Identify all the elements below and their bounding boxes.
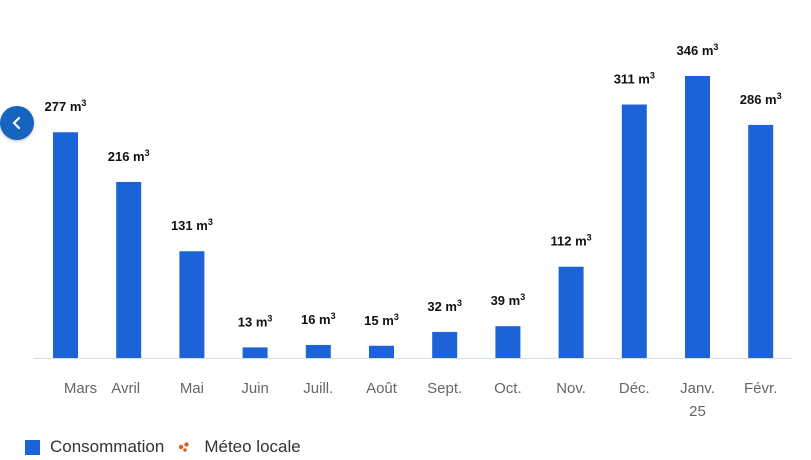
- bar-value-label: 15 m3: [364, 312, 399, 328]
- bar[interactable]: [305, 344, 331, 358]
- legend-label-weather: Méteo locale: [204, 437, 301, 456]
- x-tick-label: Déc.: [619, 380, 650, 397]
- x-tick-label: Mars: [64, 380, 97, 397]
- unit-superscript: 3: [208, 217, 213, 227]
- x-tick-label: Juill.: [303, 380, 333, 397]
- x-tick-label: Oct.: [494, 380, 522, 397]
- weather-dots-icon: [179, 442, 190, 452]
- unit-superscript: 3: [587, 233, 592, 243]
- chevron-left-icon: [12, 116, 21, 130]
- bar-value-label: 216 m3: [108, 148, 150, 164]
- bar[interactable]: [242, 347, 268, 358]
- bar-value-label: 131 m3: [171, 217, 213, 233]
- bar[interactable]: [432, 331, 458, 358]
- bar-value-label: 112 m3: [551, 233, 592, 249]
- unit-superscript: 3: [457, 298, 462, 308]
- chart-legend: Consommation Méteo locale: [25, 437, 315, 457]
- legend-label-consumption: Consommation: [50, 437, 165, 456]
- bar-value-label: 39 m3: [491, 292, 526, 308]
- bar-value-label: 286 m3: [740, 91, 782, 107]
- unit-superscript: 3: [331, 311, 336, 321]
- legend-item-consumption[interactable]: Consommation: [25, 437, 164, 457]
- previous-period-button[interactable]: [0, 106, 34, 140]
- bar[interactable]: [621, 104, 647, 359]
- x-tick-sublabel: 25: [689, 403, 706, 420]
- bar-value-label: 13 m3: [238, 313, 273, 329]
- legend-item-weather[interactable]: Méteo locale: [178, 437, 301, 457]
- bar[interactable]: [53, 132, 78, 358]
- bar-value-label: 16 m3: [301, 311, 336, 327]
- bar-value-label: 311 m3: [614, 71, 655, 87]
- unit-superscript: 3: [81, 98, 86, 108]
- bar[interactable]: [748, 124, 774, 358]
- bar[interactable]: [685, 76, 710, 358]
- x-tick-label: Sept.: [427, 380, 462, 397]
- x-tick-label: Janv.: [680, 380, 715, 397]
- bar[interactable]: [116, 181, 142, 358]
- bar-value-label: 346 m3: [677, 42, 719, 58]
- x-tick-label: Mai: [180, 380, 204, 397]
- unit-superscript: 3: [145, 148, 150, 158]
- x-tick-label: Avril: [111, 380, 140, 397]
- unit-superscript: 3: [267, 313, 272, 323]
- x-tick-label: Juin: [241, 380, 269, 397]
- unit-superscript: 3: [713, 42, 718, 52]
- unit-superscript: 3: [650, 71, 655, 81]
- unit-superscript: 3: [394, 312, 399, 322]
- bar[interactable]: [558, 266, 584, 358]
- consumption-swatch: [25, 439, 40, 455]
- unit-superscript: 3: [777, 91, 782, 101]
- x-tick-label: Nov.: [556, 380, 586, 397]
- bar[interactable]: [369, 345, 394, 358]
- bar[interactable]: [495, 326, 521, 358]
- bar-value-label: 277 m3: [45, 98, 87, 114]
- consumption-bar-chart: 277 m3 Mars 216 m3 Avril 131 m3 Mai 13 m3 Juin 1…: [34, 42, 792, 420]
- x-tick-label: Févr.: [744, 380, 777, 397]
- unit-superscript: 3: [520, 292, 525, 302]
- bar[interactable]: [179, 251, 205, 358]
- bar-value-label: 32 m3: [427, 298, 462, 314]
- x-tick-label: Août: [366, 380, 398, 397]
